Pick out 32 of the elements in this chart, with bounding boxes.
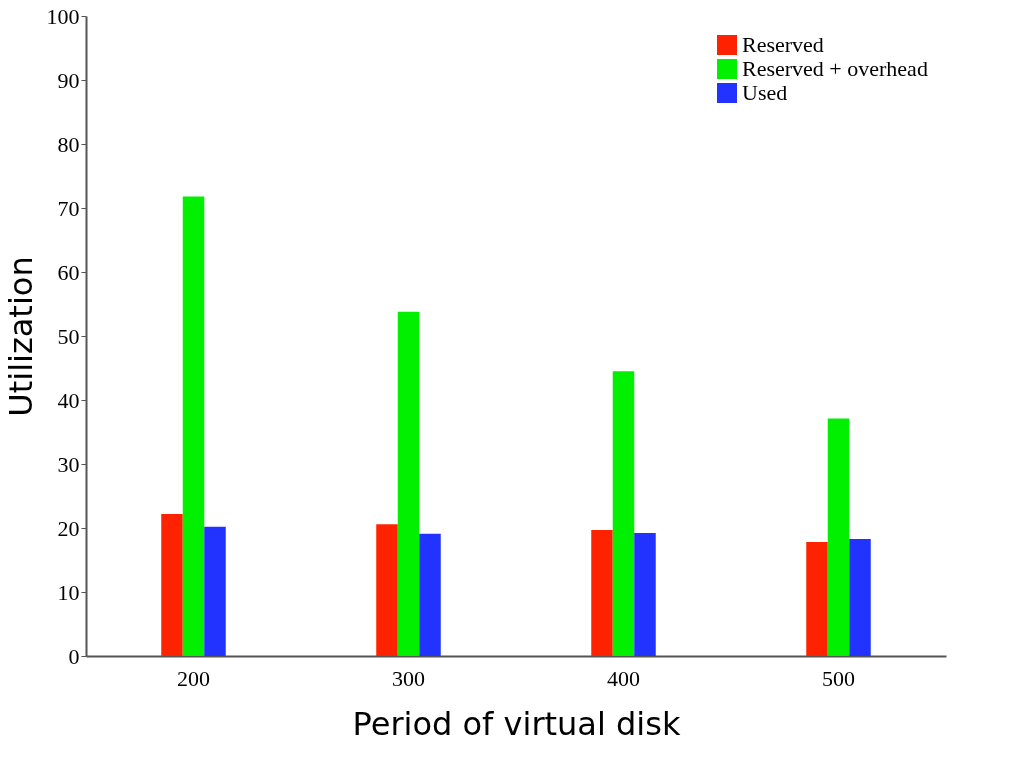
legend-label: Reserved	[742, 32, 824, 57]
y-tick-label: 100	[46, 3, 80, 29]
y-tick-label: 30	[57, 451, 80, 477]
x-tick-label: 300	[392, 665, 425, 691]
y-tick-label: 20	[57, 515, 80, 541]
y-tick-label: 80	[57, 131, 80, 157]
x-tick-label: 200	[177, 665, 210, 691]
y-tick-label: 90	[57, 67, 80, 93]
y-axis-title: Utilization	[1, 256, 40, 417]
bar	[419, 533, 441, 656]
bar	[161, 513, 183, 656]
x-tick-label: 400	[607, 665, 640, 691]
x-axis-title: Period of virtual disk	[352, 704, 681, 743]
legend-label: Used	[742, 80, 788, 105]
bar	[634, 533, 656, 656]
y-tick-label: 70	[57, 195, 80, 221]
bar	[849, 538, 871, 656]
bar	[397, 311, 420, 656]
bar	[806, 542, 828, 656]
y-tick-label: 50	[57, 323, 80, 349]
bar	[612, 371, 635, 656]
y-tick-label: 40	[57, 387, 80, 413]
bar	[204, 526, 226, 656]
x-tick-label: 500	[822, 665, 855, 691]
bar	[376, 524, 398, 656]
y-tick-label: 10	[57, 579, 80, 605]
legend-label: Reserved + overhead	[742, 56, 928, 81]
bar	[827, 418, 850, 656]
bar	[182, 196, 205, 656]
y-tick-label: 60	[57, 259, 80, 285]
bar	[591, 529, 613, 656]
y-tick-label: 0	[68, 643, 80, 669]
